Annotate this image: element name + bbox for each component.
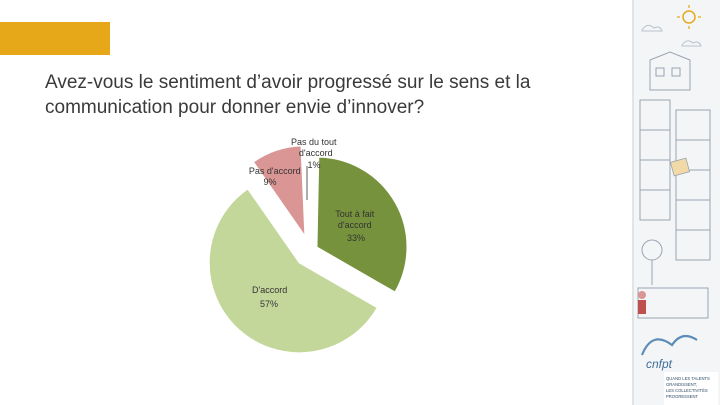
- header-accent-bar: [0, 22, 110, 55]
- pie-slice-tout-a-fait: [316, 156, 408, 293]
- slice-label-d-accord-line1: D'accord: [252, 285, 287, 295]
- pie-chart: Tout à fait d'accord 33% D'accord 57% Pa…: [208, 137, 408, 354]
- sun-icon: [677, 5, 701, 29]
- slice-label-pas-du-tout-line1: Pas du tout: [291, 137, 337, 147]
- figure-icon: [638, 291, 646, 314]
- slogan-line-1: QUAND LES TALENTS: [666, 376, 710, 381]
- slogan-line-4: PROGRESSENT: [666, 394, 699, 399]
- slogan-line-2: GRANDISSENT,: [666, 382, 697, 387]
- svg-text:cnfpt: cnfpt: [646, 357, 673, 371]
- slice-label-tout-a-fait: Tout à fait d'accord 33%: [335, 209, 377, 243]
- pie-slice-pas-du-tout: [305, 154, 313, 246]
- buildings-illustration: [637, 51, 711, 319]
- slide-title-line-2: communication pour donner envie d’innove…: [45, 97, 425, 118]
- slice-value-d-accord: 57%: [260, 299, 278, 309]
- slice-value-tout-a-fait: 33%: [347, 233, 365, 243]
- slice-value-pas-du-tout: 1%: [307, 160, 320, 170]
- slice-label-pas-d-accord: Pas d'accord 9%: [249, 166, 303, 187]
- slogan-line-3: LES COLLECTIVITÉS: [666, 388, 708, 393]
- cnfpt-logo: cnfpt: [640, 334, 698, 371]
- document-icon: [669, 157, 691, 177]
- slice-value-pas-d-accord: 9%: [263, 177, 276, 187]
- cloud-icon: [641, 24, 702, 47]
- slice-label-d-accord: D'accord 57%: [252, 285, 290, 309]
- pie-slices: [208, 145, 408, 354]
- slice-label-tout-a-fait-line1: Tout à fait: [335, 209, 375, 219]
- slice-label-tout-a-fait-line2: d'accord: [338, 220, 372, 230]
- pie-slice-d-accord: [208, 188, 378, 354]
- slice-label-pas-du-tout: Pas du tout d'accord 1%: [291, 137, 339, 170]
- slide-title: Avez-vous le sentiment d’avoir progressé…: [45, 70, 585, 120]
- side-illustration: cnfpt QUAND LES TALENTS GRANDISSENT, LES…: [632, 0, 720, 405]
- slice-label-pas-du-tout-line2: d'accord: [299, 148, 333, 158]
- slogan: QUAND LES TALENTS GRANDISSENT, LES COLLE…: [664, 372, 718, 405]
- slice-label-pas-d-accord-line1: Pas d'accord: [249, 166, 301, 176]
- slide-title-line-1: Avez-vous le sentiment d’avoir progressé…: [45, 72, 531, 93]
- svg-text:QUAND LES TALENTS GRANDI: QUAND LES TALENTS GRANDISSENT, LES COLLE…: [666, 376, 711, 399]
- pie-slice-pas-d-accord: [252, 145, 306, 238]
